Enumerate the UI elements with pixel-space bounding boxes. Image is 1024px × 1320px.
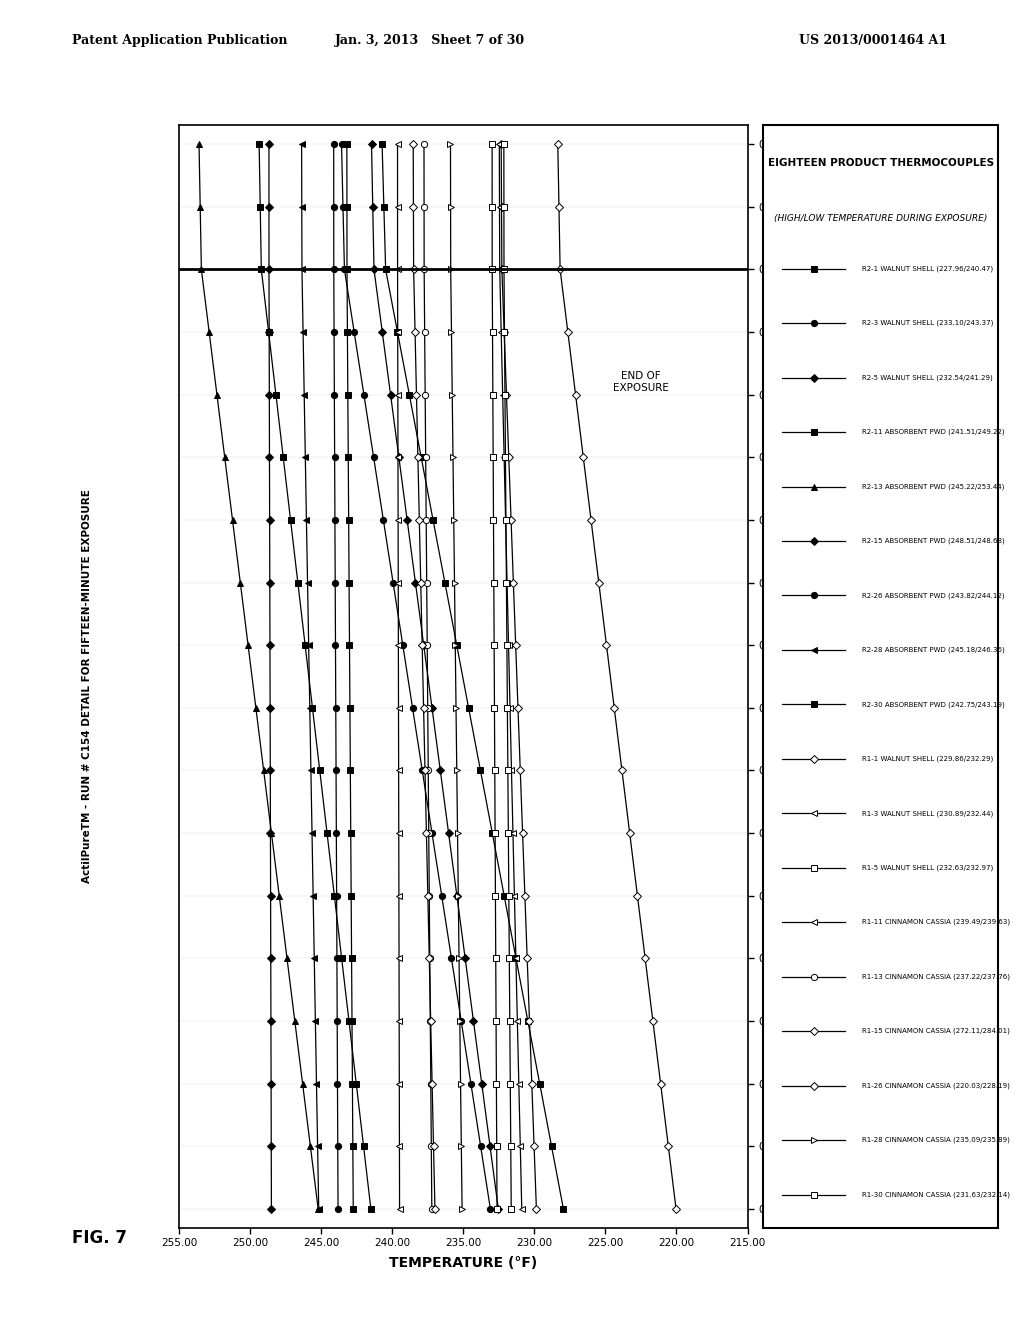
- Text: ActilPureTM - RUN # C154 DETAIL FOR FIFTEEN-MINUTE EXPOSURE: ActilPureTM - RUN # C154 DETAIL FOR FIFT…: [82, 490, 92, 883]
- Text: R1-15 CINNAMON CASSIA (272.11/284.01): R1-15 CINNAMON CASSIA (272.11/284.01): [862, 1028, 1010, 1035]
- Text: R1-5 WALNUT SHELL (232.63/232.97): R1-5 WALNUT SHELL (232.63/232.97): [862, 865, 993, 871]
- Text: FIG. 7: FIG. 7: [72, 1229, 127, 1247]
- Text: R1-3 WALNUT SHELL (230.89/232.44): R1-3 WALNUT SHELL (230.89/232.44): [862, 810, 993, 817]
- Text: R1-13 CINNAMON CASSIA (237.22/237.76): R1-13 CINNAMON CASSIA (237.22/237.76): [862, 973, 1010, 979]
- Text: R1-1 WALNUT SHELL (229.86/232.29): R1-1 WALNUT SHELL (229.86/232.29): [862, 755, 993, 762]
- Text: R2-28 ABSORBENT PWD (245.18/246.36): R2-28 ABSORBENT PWD (245.18/246.36): [862, 647, 1005, 653]
- Text: R1-30 CINNAMON CASSIA (231.63/232.14): R1-30 CINNAMON CASSIA (231.63/232.14): [862, 1191, 1010, 1197]
- Text: Jan. 3, 2013   Sheet 7 of 30: Jan. 3, 2013 Sheet 7 of 30: [335, 34, 525, 48]
- Text: R1-26 CINNAMON CASSIA (220.03/228.19): R1-26 CINNAMON CASSIA (220.03/228.19): [862, 1082, 1010, 1089]
- FancyBboxPatch shape: [763, 125, 998, 1228]
- Text: R2-11 ABSORBENT PWD (241.51/249.22): R2-11 ABSORBENT PWD (241.51/249.22): [862, 429, 1005, 436]
- Text: R2-26 ABSORBENT PWD (243.82/244.12): R2-26 ABSORBENT PWD (243.82/244.12): [862, 593, 1005, 599]
- Text: R2-15 ABSORBENT PWD (248.51/248.68): R2-15 ABSORBENT PWD (248.51/248.68): [862, 537, 1005, 544]
- Text: R2-13 ABSORBENT PWD (245.22/253.44): R2-13 ABSORBENT PWD (245.22/253.44): [862, 483, 1005, 490]
- Text: R1-28 CINNAMON CASSIA (235.09/235.89): R1-28 CINNAMON CASSIA (235.09/235.89): [862, 1137, 1010, 1143]
- Text: EIGHTEEN PRODUCT THERMOCOUPLES: EIGHTEEN PRODUCT THERMOCOUPLES: [768, 158, 993, 169]
- X-axis label: TEMPERATURE (°F): TEMPERATURE (°F): [389, 1257, 538, 1270]
- Text: R2-1 WALNUT SHELL (227.96/240.47): R2-1 WALNUT SHELL (227.96/240.47): [862, 265, 993, 272]
- Text: END OF
EXPOSURE: END OF EXPOSURE: [613, 371, 669, 393]
- Text: R2-30 ABSORBENT PWD (242.75/243.19): R2-30 ABSORBENT PWD (242.75/243.19): [862, 701, 1005, 708]
- Text: Patent Application Publication: Patent Application Publication: [72, 34, 287, 48]
- Text: (HIGH/LOW TEMPERATURE DURING EXPOSURE): (HIGH/LOW TEMPERATURE DURING EXPOSURE): [774, 214, 987, 223]
- Text: R2-5 WALNUT SHELL (232.54/241.29): R2-5 WALNUT SHELL (232.54/241.29): [862, 375, 992, 381]
- Text: R1-11 CINNAMON CASSIA (239.49/239.63): R1-11 CINNAMON CASSIA (239.49/239.63): [862, 919, 1010, 925]
- Y-axis label: TIME (HH:MM:SS): TIME (HH:MM:SS): [805, 615, 817, 738]
- Text: R2-3 WALNUT SHELL (233.10/243.37): R2-3 WALNUT SHELL (233.10/243.37): [862, 319, 993, 326]
- Text: US 2013/0001464 A1: US 2013/0001464 A1: [799, 34, 947, 48]
